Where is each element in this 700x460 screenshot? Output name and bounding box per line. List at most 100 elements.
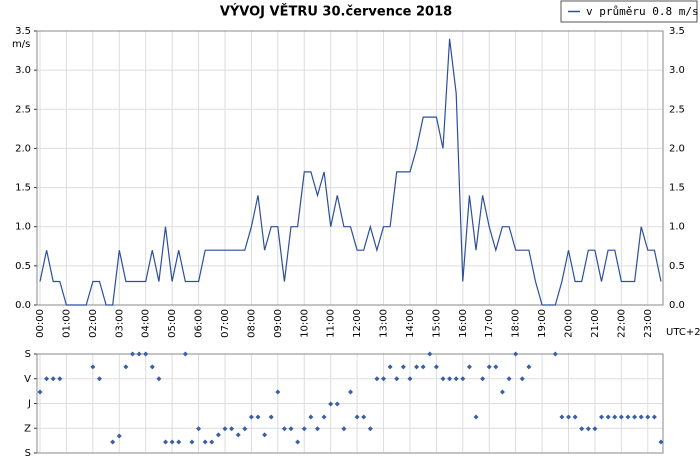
chart-title: VÝVOJ VĚTRU 30.července 2018 (220, 4, 452, 20)
data-point (275, 389, 281, 395)
y-tick-label-right: 3.5 (669, 26, 685, 37)
y-tick-label-right: 1.0 (669, 222, 685, 233)
data-point (196, 426, 202, 432)
x-tick-label: 01:00 (61, 309, 72, 338)
data-point (44, 376, 50, 382)
data-point (440, 376, 446, 382)
data-point (480, 376, 486, 382)
data-point (229, 426, 235, 432)
data-point (367, 426, 373, 432)
data-point (400, 364, 406, 370)
data-point (394, 376, 400, 382)
data-point (566, 414, 572, 420)
y-tick-label-right: 1.5 (669, 183, 685, 194)
data-point (308, 414, 314, 420)
x-tick-label: 18:00 (511, 309, 522, 338)
data-point (129, 351, 135, 357)
data-point (143, 351, 149, 357)
data-point (552, 351, 558, 357)
y-tick-label: S (25, 349, 31, 360)
data-point (341, 426, 347, 432)
data-point (427, 351, 433, 357)
data-point (387, 364, 393, 370)
y-tick-label: 2.0 (15, 143, 31, 154)
data-point (486, 364, 492, 370)
data-point (268, 414, 274, 420)
data-point (288, 426, 294, 432)
data-point (136, 351, 142, 357)
data-point (513, 351, 519, 357)
x-axis-label: UTC+2 (666, 327, 700, 338)
data-point (90, 364, 96, 370)
data-point (453, 376, 459, 382)
data-point (447, 376, 453, 382)
x-tick-label: 21:00 (590, 309, 601, 338)
y-tick-label: 3.0 (15, 65, 31, 76)
data-point (414, 364, 420, 370)
data-point (314, 426, 320, 432)
y-tick-label-right: 2.5 (669, 104, 685, 115)
x-tick-label: 09:00 (273, 309, 284, 338)
data-point (123, 364, 129, 370)
data-point (618, 414, 624, 420)
data-point (493, 364, 499, 370)
data-point (209, 439, 215, 445)
y-tick-label: J (27, 399, 31, 410)
data-point (585, 426, 591, 432)
y-tick-label-right: 0.0 (669, 300, 685, 311)
data-point (605, 414, 611, 420)
plot-area (36, 30, 664, 306)
data-point (189, 439, 195, 445)
data-point (433, 364, 439, 370)
data-point (407, 376, 413, 382)
data-point (163, 439, 169, 445)
data-point (57, 376, 63, 382)
x-tick-label: 17:00 (484, 309, 495, 338)
x-tick-label: 07:00 (220, 309, 231, 338)
data-point (321, 414, 327, 420)
x-tick-label: 16:00 (458, 309, 469, 338)
data-point (202, 439, 208, 445)
x-tick-label: 10:00 (299, 309, 310, 338)
y-tick-label-right: 0.5 (669, 261, 685, 272)
x-tick-label: 23:00 (643, 309, 654, 338)
data-point (506, 376, 512, 382)
data-point (354, 414, 360, 420)
data-point (50, 376, 56, 382)
y-tick-label: 0.5 (15, 261, 31, 272)
x-tick-label: 14:00 (405, 309, 416, 338)
data-point (361, 414, 367, 420)
data-point (176, 439, 182, 445)
data-point (149, 364, 155, 370)
data-point (559, 414, 565, 420)
data-point (235, 432, 241, 438)
x-tick-label: 04:00 (141, 309, 152, 338)
data-point (328, 401, 334, 407)
x-tick-label: 20:00 (564, 309, 575, 338)
data-point (645, 414, 651, 420)
data-point (96, 376, 102, 382)
y-tick-label: 1.0 (15, 222, 31, 233)
data-point (248, 414, 254, 420)
data-point (348, 389, 353, 395)
data-point (473, 414, 479, 420)
data-point (334, 401, 340, 407)
legend: v průměru 0.8 m/s (560, 0, 699, 23)
data-point (658, 439, 664, 445)
data-point (295, 439, 301, 445)
legend-box (560, 0, 698, 23)
data-point (651, 414, 657, 420)
data-point (242, 426, 248, 432)
x-tick-label: 08:00 (246, 309, 257, 338)
data-point (526, 364, 532, 370)
data-point (612, 414, 618, 420)
data-point (632, 414, 638, 420)
data-point (262, 432, 268, 438)
x-tick-label: 03:00 (114, 309, 125, 338)
data-line (39, 38, 662, 306)
y-axis-label: m/s (12, 39, 30, 50)
data-point (579, 426, 585, 432)
data-point (519, 376, 525, 382)
data-point (215, 432, 221, 438)
